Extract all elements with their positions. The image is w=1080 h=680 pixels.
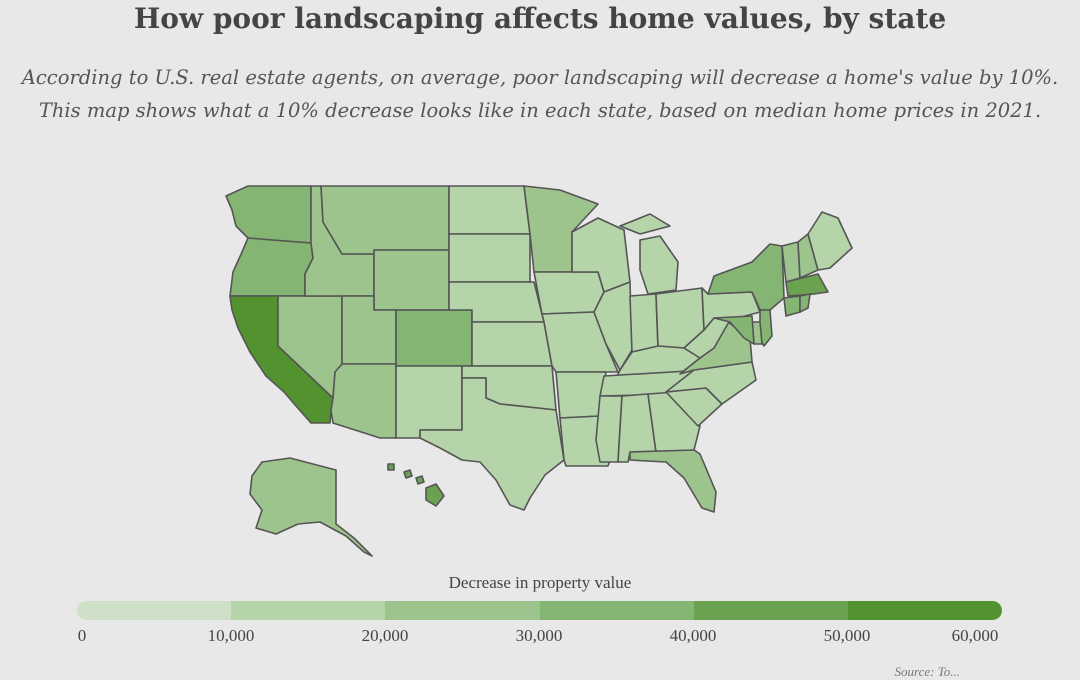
state-new-mexico[interactable]: [395, 365, 463, 439]
state-florida[interactable]: [629, 449, 717, 513]
state-south-dakota[interactable]: [448, 233, 531, 283]
state-colorado[interactable]: [395, 309, 473, 367]
subtitle-line-1: According to U.S. real estate agents, on…: [21, 66, 1059, 89]
legend-tick-6: 60,000: [951, 626, 999, 645]
state-new-york[interactable]: [707, 243, 785, 311]
legend-tick-4: 40,000: [669, 626, 717, 645]
legend-bin-0: [77, 601, 232, 620]
legend-title: Decrease in property value: [448, 573, 632, 592]
state-indiana[interactable]: [629, 293, 659, 353]
subtitle-line-2: This map shows what a 10% decrease looks…: [38, 99, 1042, 122]
state-north-dakota[interactable]: [448, 185, 531, 235]
state-hawaii[interactable]: [387, 463, 445, 507]
state-texas[interactable]: [419, 377, 565, 511]
state-rhode-island[interactable]: [799, 293, 811, 313]
state-alaska[interactable]: [249, 457, 373, 557]
legend-bin-4: [693, 601, 848, 620]
source-note: Source: To...: [894, 664, 960, 679]
legend-bin-1: [231, 601, 386, 620]
state-kansas[interactable]: [471, 321, 553, 367]
state-washington[interactable]: [225, 185, 312, 244]
state-maine[interactable]: [807, 211, 853, 271]
legend-tick-5: 50,000: [823, 626, 871, 645]
state-vermont[interactable]: [781, 241, 801, 283]
legend-tick-1: 10,000: [207, 626, 255, 645]
legend-tick-0: 0: [77, 626, 87, 645]
legend-tick-2: 20,000: [361, 626, 409, 645]
state-iowa[interactable]: [533, 271, 605, 315]
legend-tick-3: 30,000: [515, 626, 563, 645]
map-title: How poor landscaping affects home values…: [133, 2, 947, 35]
state-mississippi[interactable]: [595, 395, 623, 463]
state-maryland[interactable]: [713, 315, 755, 345]
state-montana[interactable]: [320, 185, 450, 255]
state-wyoming[interactable]: [373, 249, 450, 311]
legend-bin-2: [385, 601, 540, 620]
state-michigan[interactable]: [619, 213, 679, 295]
legend-bin-3: [539, 601, 694, 620]
state-connecticut[interactable]: [783, 295, 801, 317]
state-oregon[interactable]: [229, 237, 314, 297]
state-massachusetts[interactable]: [785, 273, 829, 297]
state-arizona[interactable]: [330, 363, 397, 439]
legend-color-bar: [77, 601, 1002, 620]
legend-bin-5: [847, 601, 1002, 620]
